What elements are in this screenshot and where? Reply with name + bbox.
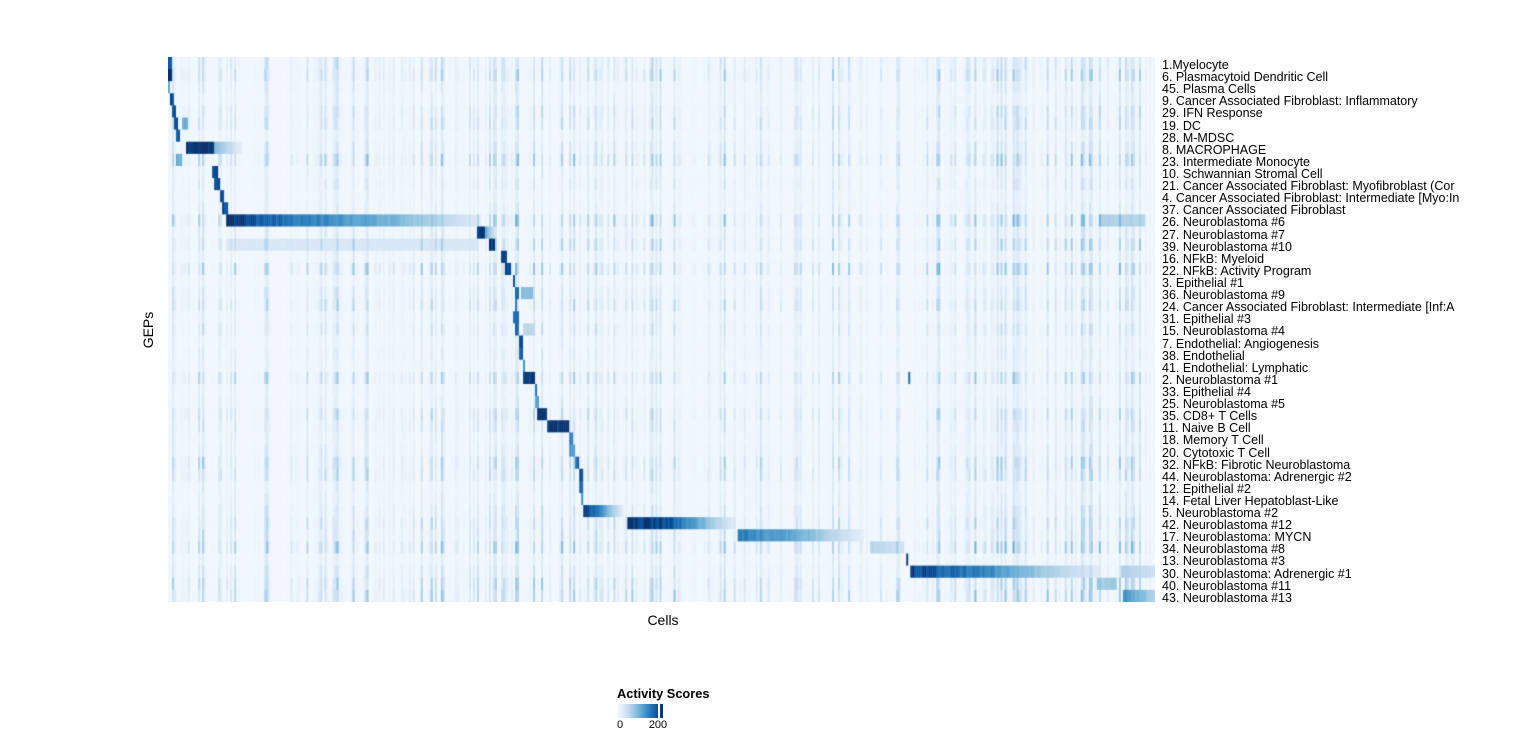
- row-label: 21. Cancer Associated Fibroblast: Myofib…: [1162, 179, 1455, 194]
- row-label: 19. DC: [1162, 118, 1201, 133]
- row-label: 13. Neuroblastoma #3: [1162, 554, 1285, 569]
- row-label: 9. Cancer Associated Fibroblast: Inflamm…: [1162, 94, 1418, 109]
- row-label: 14. Fetal Liver Hepatoblast-Like: [1162, 493, 1339, 508]
- row-label: 28. M-MDSC: [1162, 130, 1235, 145]
- row-label: 32. NFkB: Fibrotic Neuroblastoma: [1162, 457, 1351, 472]
- row-labels: 1.Myelocyte 6. Plasmacytoid Dendritic Cel…: [1162, 59, 1540, 604]
- row-label: 41. Endothelial: Lymphatic: [1162, 360, 1309, 375]
- legend-tick-line: [658, 704, 660, 718]
- row-label: 30. Neuroblastoma: Adrenergic #1: [1162, 566, 1352, 581]
- legend-title: Activity Scores: [617, 686, 710, 701]
- row-label: 37. Cancer Associated Fibroblast: [1162, 203, 1346, 218]
- row-label: 12. Epithelial #2: [1162, 481, 1251, 496]
- row-label: 10. Schwannian Stromal Cell: [1162, 166, 1323, 181]
- row-label: 36. Neuroblastoma #9: [1162, 288, 1285, 303]
- row-label: 5. Neuroblastoma #2: [1162, 506, 1279, 521]
- row-label: 4. Cancer Associated Fibroblast: Interme…: [1162, 191, 1460, 206]
- row-label: 39. Neuroblastoma #10: [1162, 239, 1292, 254]
- row-label: 22. NFkB: Activity Program: [1162, 263, 1312, 278]
- row-label: 45. Plasma Cells: [1162, 82, 1256, 97]
- row-label: 23. Intermediate Monocyte: [1162, 154, 1310, 169]
- row-label: 1.Myelocyte: [1162, 58, 1229, 72]
- row-label: 3. Epithelial #1: [1162, 275, 1245, 290]
- row-label: 43. Neuroblastoma #13: [1162, 590, 1292, 605]
- legend: Activity Scores 0 200: [617, 686, 737, 733]
- row-label: 24. Cancer Associated Fibroblast: Interm…: [1162, 300, 1455, 315]
- row-label: 6. Plasmacytoid Dendritic Cell: [1162, 70, 1329, 85]
- row-label: 20. Cytotoxic T Cell: [1162, 445, 1270, 460]
- x-axis-title: Cells: [647, 612, 679, 628]
- row-label: 26. Neuroblastoma #6: [1162, 215, 1285, 230]
- row-label: 42. Neuroblastoma #12: [1162, 518, 1292, 533]
- row-label: 17. Neuroblastoma: MYCN: [1162, 530, 1312, 545]
- row-label: 16. NFkB: Myeloid: [1162, 251, 1265, 266]
- heatmap-canvas: [168, 57, 1155, 602]
- row-label: 15. Neuroblastoma #4: [1162, 324, 1285, 339]
- row-label: 2. Neuroblastoma #1: [1162, 372, 1279, 387]
- legend-tick-max: 200: [648, 719, 668, 731]
- legend-ticks: 0 200: [617, 719, 737, 733]
- row-label: 44. Neuroblastoma: Adrenergic #2: [1162, 469, 1352, 484]
- row-label: 25. Neuroblastoma #5: [1162, 397, 1285, 412]
- legend-gradient-bar: [617, 704, 663, 718]
- row-label: 8. MACROPHAGE: [1162, 142, 1267, 157]
- row-label: 34. Neuroblastoma #8: [1162, 542, 1285, 557]
- row-label: 38. Endothelial: [1162, 348, 1245, 363]
- row-label: 27. Neuroblastoma #7: [1162, 227, 1285, 242]
- y-axis-title: GEPs: [140, 311, 156, 349]
- row-label: 40. Neuroblastoma #11: [1162, 578, 1292, 593]
- row-label: 35. CD8+ T Cells: [1162, 409, 1258, 424]
- row-label: 33. Epithelial #4: [1162, 384, 1251, 399]
- row-label: 31. Epithelial #3: [1162, 312, 1251, 327]
- row-label: 18. Memory T Cell: [1162, 433, 1264, 448]
- row-label: 7. Endothelial: Angiogenesis: [1162, 336, 1320, 351]
- legend-tick-min: 0: [616, 719, 624, 731]
- row-label: 11. Naive B Cell: [1162, 421, 1251, 436]
- row-label: 29. IFN Response: [1162, 106, 1263, 121]
